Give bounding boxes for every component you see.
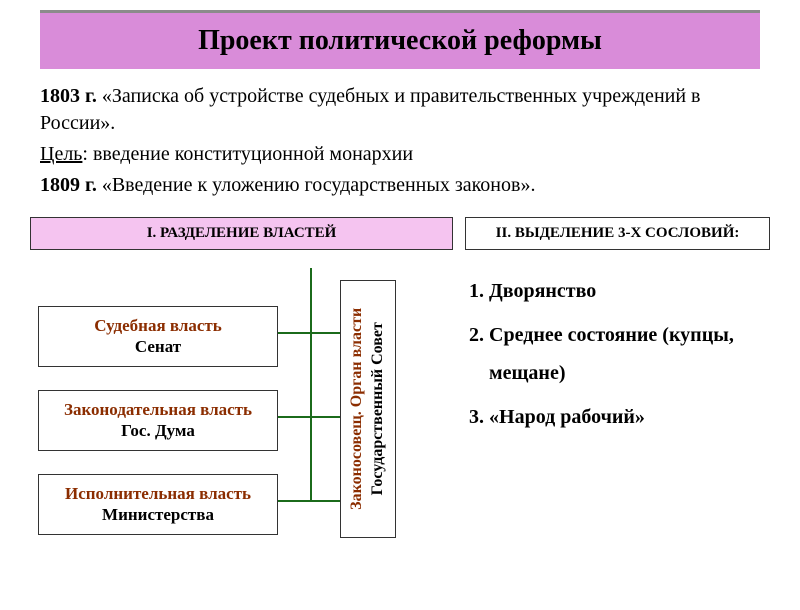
col-left: I. РАЗДЕЛЕНИЕ ВЛАСТЕЙ Судебная власть Се… xyxy=(30,217,453,548)
connector-trunk xyxy=(310,268,312,500)
power-box-advisory: Законосовещ. Орган власти Государственны… xyxy=(340,280,396,538)
header-estates: II. ВЫДЕЛЕНИЕ 3-Х СОСЛОВИЙ: xyxy=(465,217,770,250)
header-powers: I. РАЗДЕЛЕНИЕ ВЛАСТЕЙ xyxy=(30,217,453,250)
branch-executive: Исполнительная власть xyxy=(43,483,273,504)
branch-legislative: Законодательная власть xyxy=(43,399,273,420)
power-box-executive: Исполнительная власть Министерства xyxy=(38,474,278,535)
connector-3h xyxy=(278,500,340,502)
power-box-judicial: Судебная власть Сенат xyxy=(38,306,278,367)
year-1803: 1803 г. xyxy=(40,85,102,107)
columns: I. РАЗДЕЛЕНИЕ ВЛАСТЕЙ Судебная власть Се… xyxy=(30,217,770,548)
year-1809: 1809 г. xyxy=(40,174,102,196)
powers-diagram: Судебная власть Сенат Законодательная вл… xyxy=(30,268,453,548)
connector-2h xyxy=(278,416,340,418)
body-duma: Гос. Дума xyxy=(43,420,273,441)
power-box-legislative: Законодательная власть Гос. Дума xyxy=(38,390,278,451)
text-1803: «Записка об устройстве судебных и правит… xyxy=(40,85,701,134)
intro-block: 1803 г. «Записка об устройстве судебных … xyxy=(40,83,760,199)
connector-1h xyxy=(278,332,340,334)
body-ministries: Министерства xyxy=(43,504,273,525)
goal-text: : введение конституционной монархии xyxy=(82,143,413,165)
intro-goal: Цель: введение конституционной монархии xyxy=(40,141,760,168)
body-senate: Сенат xyxy=(43,336,273,357)
estate-item-2: Среднее состояние (купцы, мещане) xyxy=(489,316,770,392)
intro-1803: 1803 г. «Записка об устройстве судебных … xyxy=(40,83,760,137)
text-1809: «Введение к уложению государственных зак… xyxy=(102,174,536,196)
branch-judicial: Судебная власть xyxy=(43,315,273,336)
col-right: II. ВЫДЕЛЕНИЕ 3-Х СОСЛОВИЙ: Дворянство С… xyxy=(465,217,770,548)
title-banner: Проект политической реформы xyxy=(40,10,760,69)
body-state-council: Государственный Совет xyxy=(369,322,386,495)
estate-item-3: «Народ рабочий» xyxy=(489,398,770,436)
goal-label: Цель xyxy=(40,143,82,165)
estate-item-1: Дворянство xyxy=(489,272,770,310)
intro-1809: 1809 г. «Введение к уложению государстве… xyxy=(40,172,760,199)
estates-list: Дворянство Среднее состояние (купцы, мещ… xyxy=(489,272,770,436)
branch-advisory: Законосовещ. Орган власти xyxy=(348,308,365,510)
